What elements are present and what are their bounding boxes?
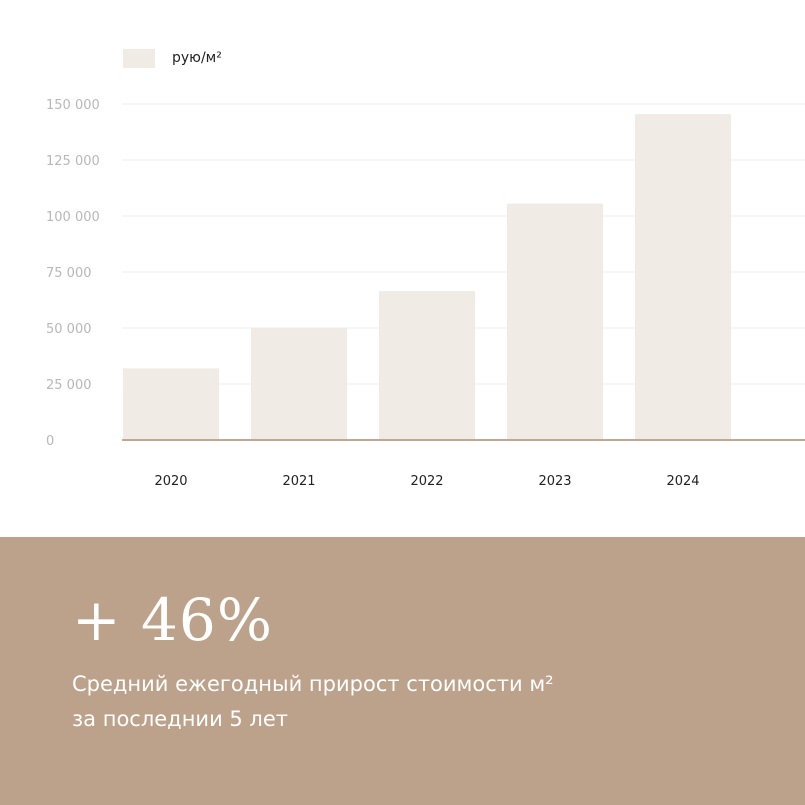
stat-description-line-1: Средний ежегодный прирост стоимости м² xyxy=(72,672,554,696)
bar-2020 xyxy=(123,368,219,439)
chart-area: 0 25 000 50 000 75 000 100 000 125 000 150 000… xyxy=(46,48,805,489)
legend-swatch xyxy=(123,48,155,68)
x-tick-label: 2023 xyxy=(538,474,571,489)
stat-description-line-2: за последнии 5 лет xyxy=(72,707,289,731)
bar-2023 xyxy=(507,203,603,439)
legend-label: рую/м² xyxy=(172,50,222,66)
y-tick-label: 125 000 xyxy=(46,154,100,169)
y-tick-label: 25 000 xyxy=(46,378,92,393)
y-tick-label: 0 xyxy=(46,434,54,449)
bar-2022 xyxy=(379,291,475,439)
y-tick-label: 75 000 xyxy=(46,266,92,281)
stat-panel: + 46% Средний ежегодный прирост стоимост… xyxy=(0,537,805,805)
x-tick-label: 2024 xyxy=(666,474,699,489)
y-tick-label: 50 000 xyxy=(46,322,92,337)
bar-chart: 0 25 000 50 000 75 000 100 000 125 000 150 000… xyxy=(46,98,805,489)
x-tick-label: 2020 xyxy=(154,474,187,489)
legend: рую/м² xyxy=(123,48,222,68)
y-tick-label: 100 000 xyxy=(46,210,100,225)
stat-description: Средний ежегодный прирост стоимости м² з… xyxy=(72,667,772,737)
bar-2021 xyxy=(251,328,347,439)
y-tick-label: 150 000 xyxy=(46,98,100,113)
x-tick-label: 2021 xyxy=(282,474,315,489)
x-tick-label: 2022 xyxy=(410,474,443,489)
bar-2024 xyxy=(635,114,731,439)
stat-value: + 46% xyxy=(72,586,273,654)
